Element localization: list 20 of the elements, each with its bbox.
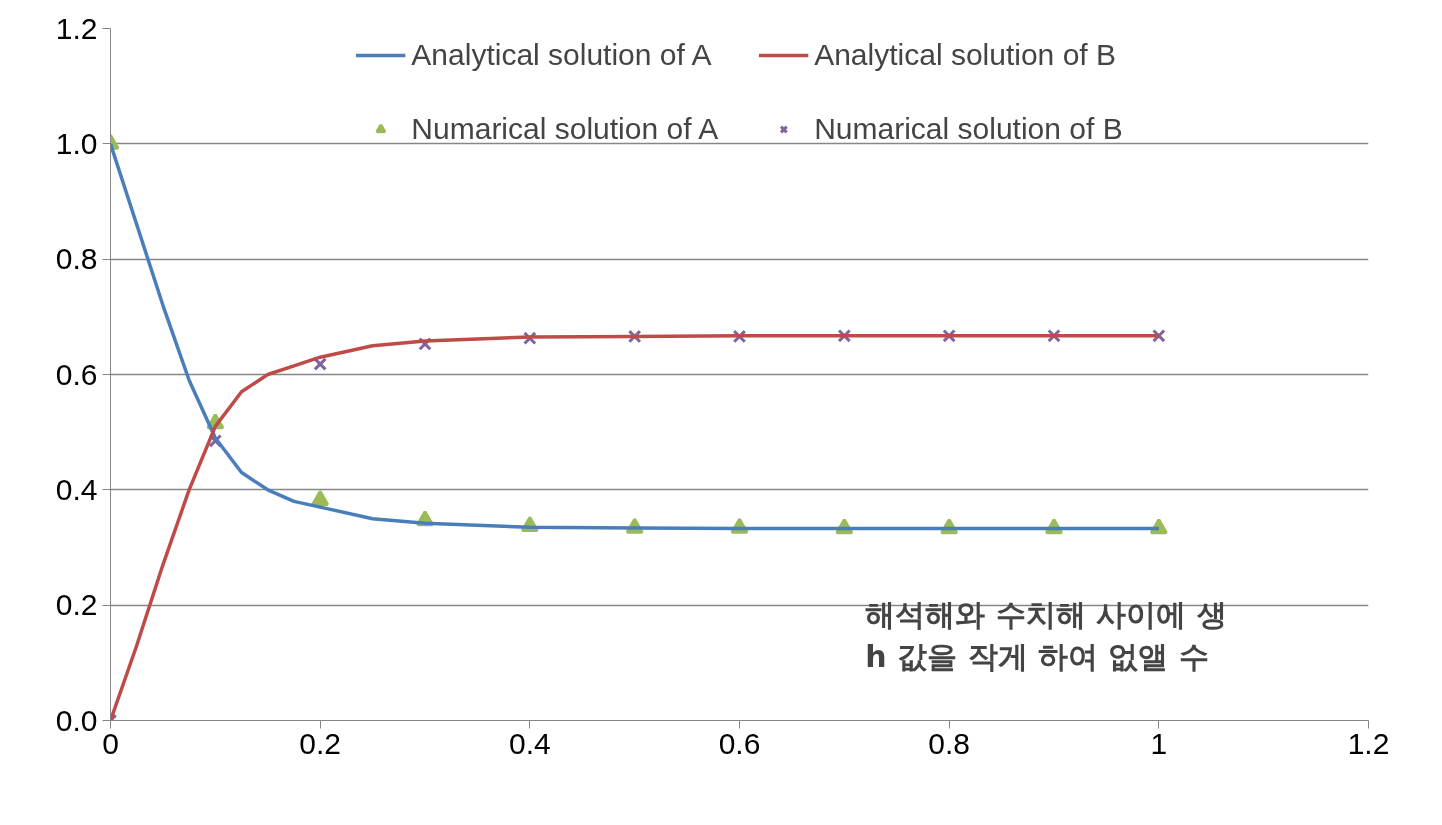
point xyxy=(311,490,330,507)
y-tick-label: 0.8 xyxy=(55,242,98,276)
y-tick-label: 0.4 xyxy=(55,472,98,506)
y-tick-label: 0.2 xyxy=(55,588,98,622)
x-tick-label: 1.2 xyxy=(1347,726,1390,760)
legend-label: Analytical solution of B xyxy=(814,38,1117,72)
y-tick-label: 1.2 xyxy=(55,11,98,45)
x-tick-label: 1 xyxy=(1150,726,1168,760)
x-tick-label: 0 xyxy=(102,726,119,760)
x-tick-label: 0.6 xyxy=(718,726,761,760)
y-tick-label: 0.6 xyxy=(55,357,98,391)
x-tick-label: 0.8 xyxy=(928,726,971,760)
x-tick-label: 0.4 xyxy=(508,726,551,760)
x-tick-label: 0.2 xyxy=(299,726,342,760)
legend-label: Numarical solution of A xyxy=(411,112,719,146)
y-tick-label: 0.0 xyxy=(55,703,98,737)
legend-label: Numarical solution of B xyxy=(814,112,1123,146)
legend-label: Analytical solution of A xyxy=(411,38,712,72)
y-tick-label: 1.0 xyxy=(55,126,98,160)
annotation: 해석해와 수치해 사이에 생 h 값을 작게 하여 없앨 수 xyxy=(865,597,1227,675)
